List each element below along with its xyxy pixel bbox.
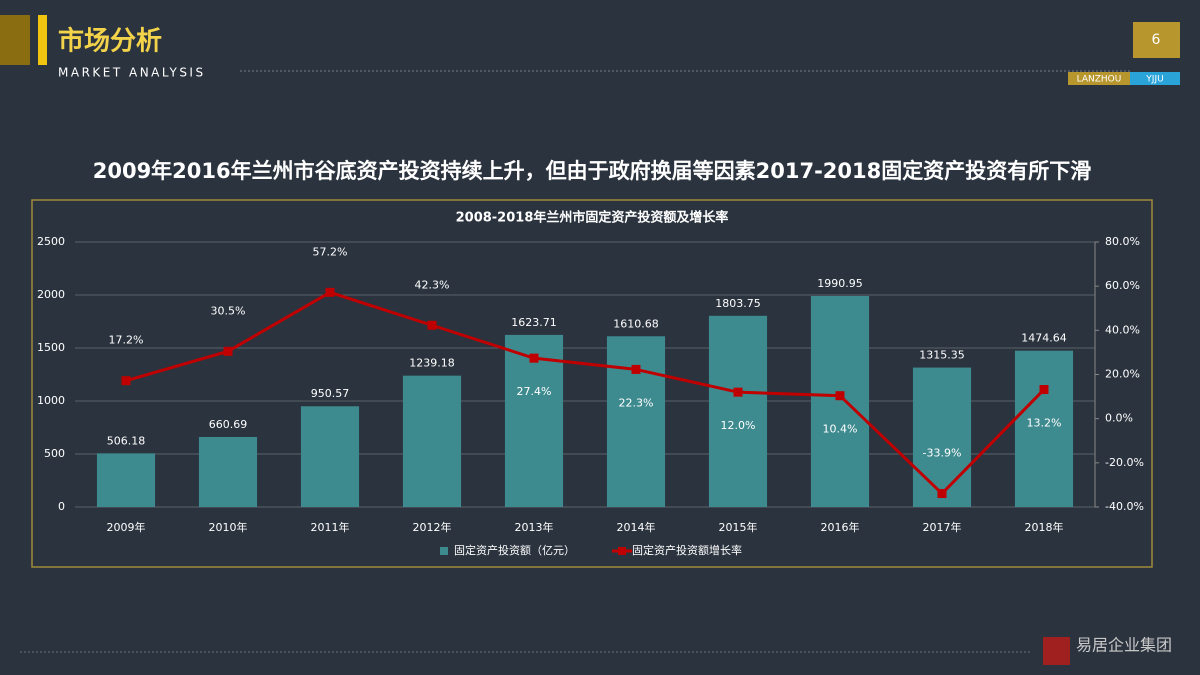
bar-value-label: 1623.71 — [511, 316, 557, 329]
line-value-label: 30.5% — [211, 304, 246, 317]
line-marker — [631, 364, 641, 374]
y-tick-label: 2000 — [37, 288, 65, 301]
x-tick-label: 2014年 — [617, 520, 656, 534]
page-title: 市场分析 — [58, 26, 162, 57]
line-marker — [733, 387, 743, 397]
y-tick-label: 1000 — [37, 394, 65, 407]
line-value-label: 10.4% — [823, 423, 858, 436]
line-marker — [529, 353, 539, 363]
y-tick-label: 0 — [58, 500, 65, 513]
x-tick-label: 2017年 — [923, 520, 962, 534]
line-value-label: 17.2% — [109, 334, 144, 347]
bar — [606, 336, 666, 507]
chart-frame — [31, 199, 1153, 568]
bar — [96, 453, 156, 507]
bar — [912, 367, 972, 507]
tag-left-box — [1068, 72, 1130, 85]
line-value-label: 13.2% — [1027, 417, 1062, 430]
page-number: 6 — [1152, 32, 1161, 48]
bar — [810, 295, 870, 507]
y-tick-label: 500 — [44, 447, 65, 460]
bar — [1014, 350, 1074, 507]
x-tick-label: 2013年 — [515, 520, 554, 534]
y2-tick-label: 0.0% — [1105, 412, 1133, 425]
footer-logo — [1043, 637, 1070, 665]
legend-label: 固定资产投资额（亿元） — [454, 543, 575, 557]
header-accent — [38, 15, 47, 65]
bar-value-label: 660.69 — [209, 418, 248, 431]
bar-value-label: 1474.64 — [1021, 332, 1067, 345]
line-marker — [1039, 385, 1049, 395]
tag-right: YJJU — [1145, 75, 1163, 85]
line-value-label: 42.3% — [415, 278, 450, 291]
y2-tick-label: 40.0% — [1105, 323, 1140, 336]
bar-value-label: 1239.18 — [409, 357, 455, 370]
line-marker — [223, 346, 233, 356]
y2-tick-label: -20.0% — [1105, 456, 1144, 469]
bar — [708, 315, 768, 507]
tag-left: LANZHOU — [1077, 75, 1122, 85]
x-tick-label: 2011年 — [311, 520, 350, 534]
line-value-label: 57.2% — [313, 245, 348, 258]
bar — [198, 436, 258, 507]
line-value-label: -33.9% — [923, 447, 962, 460]
line-marker — [427, 320, 437, 330]
bar — [300, 406, 360, 507]
footer-brand: 易居企业集团 — [1076, 636, 1172, 655]
y2-tick-label: 60.0% — [1105, 279, 1140, 292]
x-tick-label: 2015年 — [719, 520, 758, 534]
line-marker — [937, 489, 947, 499]
line-marker — [835, 391, 845, 401]
y2-tick-label: 20.0% — [1105, 368, 1140, 381]
line-marker — [121, 376, 131, 386]
legend-swatch — [440, 547, 448, 555]
bar — [402, 375, 462, 507]
tag-right-box — [1130, 72, 1180, 85]
bar — [504, 334, 564, 507]
bar-value-label: 1315.35 — [919, 349, 965, 362]
legend-swatch — [618, 547, 626, 555]
x-tick-label: 2016年 — [821, 520, 860, 534]
bar-value-label: 1610.68 — [613, 317, 659, 330]
header-block — [0, 15, 30, 65]
x-tick-label: 2018年 — [1025, 520, 1064, 534]
x-tick-label: 2012年 — [413, 520, 452, 534]
bar-value-label: 1803.75 — [715, 297, 761, 310]
line-value-label: 12.0% — [721, 419, 756, 432]
line-value-label: 22.3% — [619, 396, 654, 409]
bar-value-label: 1990.95 — [817, 277, 863, 290]
line-value-label: 27.4% — [517, 385, 552, 398]
line — [125, 290, 1046, 496]
x-tick-label: 2009年 — [107, 520, 146, 534]
chart-title: 2008-2018年兰州市固定资产投资额及增长率 — [456, 210, 729, 226]
y2-tick-label: -40.0% — [1105, 500, 1144, 513]
line-marker — [325, 287, 335, 297]
x-tick-label: 2010年 — [209, 520, 248, 534]
bar-value-label: 506.18 — [107, 434, 146, 447]
bar-value-label: 950.57 — [311, 387, 350, 400]
legend-label: 固定资产投资额增长率 — [632, 543, 742, 557]
page-subtitle: MARKET ANALYSIS — [58, 66, 206, 80]
y-tick-label: 1500 — [37, 341, 65, 354]
headline: 2009年2016年兰州市谷底资产投资持续上升，但由于政府换届等因素2017-2… — [93, 159, 1092, 183]
y2-tick-label: 80.0% — [1105, 235, 1140, 248]
page-number-box — [1133, 22, 1180, 58]
y-tick-label: 2500 — [37, 235, 65, 248]
